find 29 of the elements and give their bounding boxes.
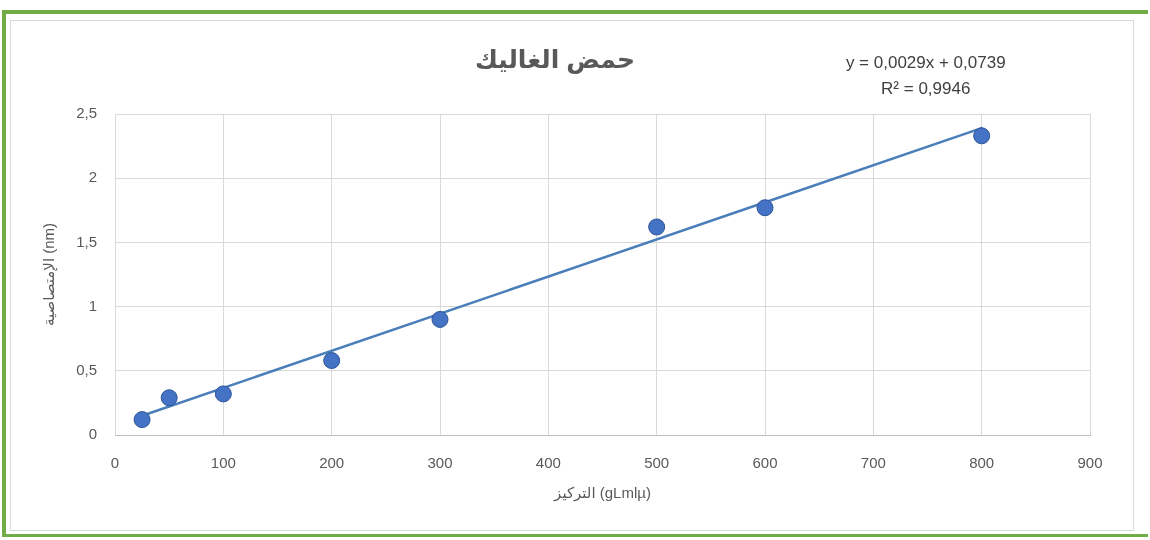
point: [756, 199, 774, 217]
x-tick-label: 600: [752, 454, 778, 472]
text: R² = 0,9946: [881, 78, 971, 98]
y-axis-title: الإمتصاصية (nm): [40, 222, 59, 327]
x-tick-label: 0: [110, 454, 120, 472]
x-tick-label: 500: [644, 454, 670, 472]
y-tick-label: 1,5: [76, 232, 97, 250]
y-tick-label: 0,5: [76, 360, 97, 378]
text: y = 0,0029x + 0,0739: [845, 52, 1006, 72]
point: [214, 385, 232, 403]
point: [973, 127, 991, 145]
y-tick-label: 2,5: [76, 104, 97, 122]
y-tick-label: 1: [88, 296, 97, 314]
x-axis-title: التركيز (gLmlµ): [553, 484, 651, 503]
chart-title: حمض الغاليك: [474, 44, 636, 74]
x-tick-label: 900: [1077, 454, 1103, 472]
x-tick-label: 200: [319, 454, 345, 472]
point: [431, 310, 449, 328]
x-tick-label: 700: [860, 454, 886, 472]
y-tick-label: 2: [88, 168, 97, 186]
point: [160, 389, 178, 407]
x-tick-label: 800: [969, 454, 995, 472]
point: [323, 352, 341, 370]
point: [648, 218, 666, 236]
x-tick-label: 400: [535, 454, 561, 472]
x-tick-label: 300: [427, 454, 453, 472]
x-tick-label: 100: [210, 454, 236, 472]
y-tick-label: 0: [88, 425, 97, 443]
point: [133, 411, 151, 429]
